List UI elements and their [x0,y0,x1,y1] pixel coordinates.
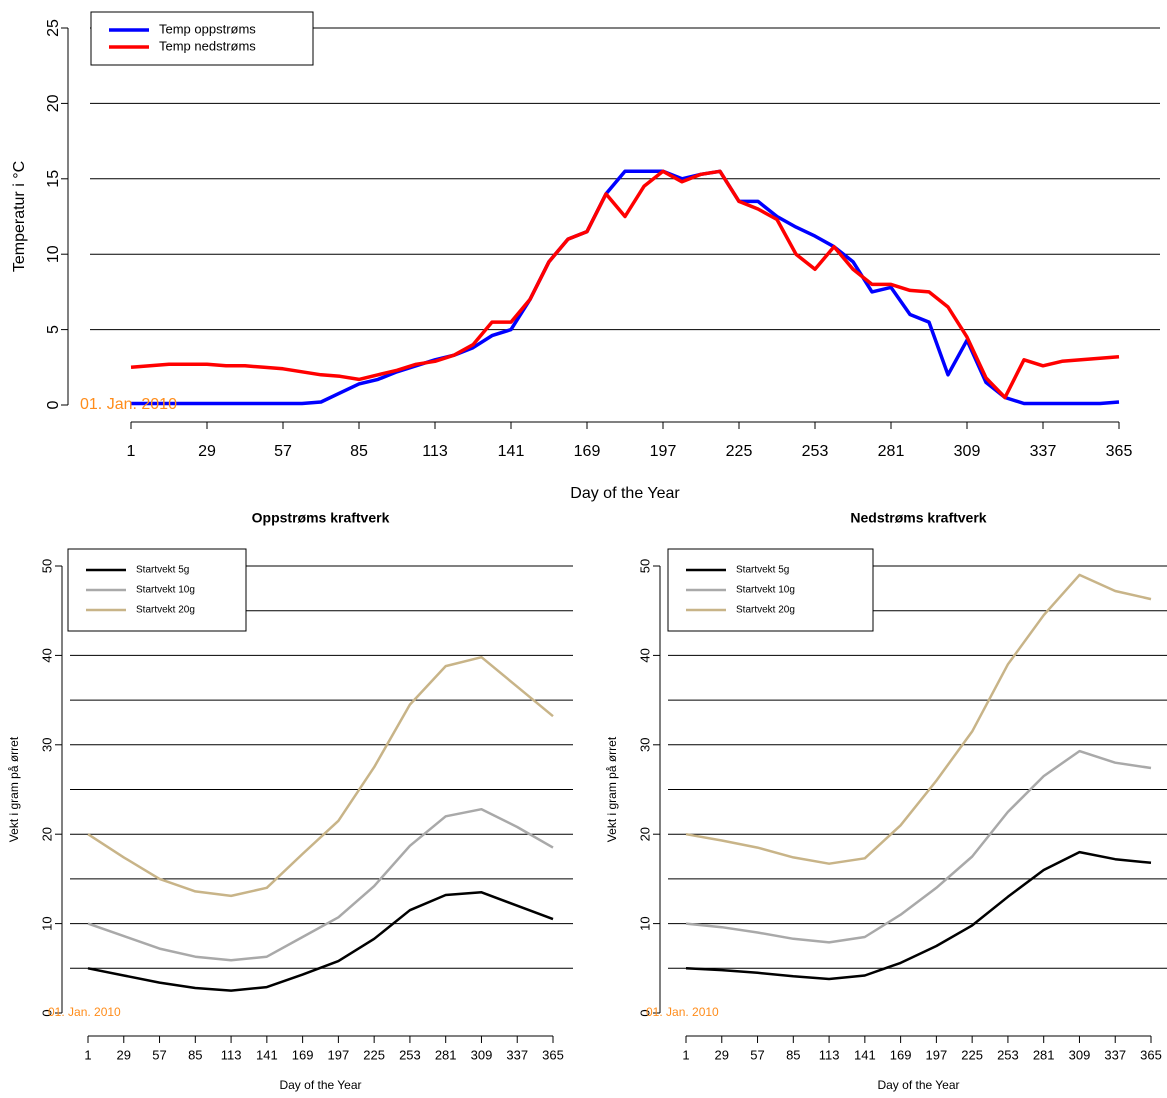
series-line [685,749,1152,944]
y-tick-label: 40 [637,648,652,662]
series-line [87,891,554,992]
x-tick-label: 29 [715,1047,729,1062]
x-tick-label: 57 [152,1047,166,1062]
x-axis-label: Day of the Year [877,1078,959,1092]
legend-label: Temp nedstrøms [159,38,256,53]
legend-label: Startvekt 5g [136,565,189,576]
series-line [130,169,1120,400]
x-tick-label: 281 [1033,1047,1055,1062]
x-tick-label: 85 [350,443,368,460]
y-tick-label: 15 [45,170,62,188]
x-tick-label: 141 [854,1047,876,1062]
x-tick-label: 337 [1030,443,1057,460]
x-tick-label: 1 [127,443,136,460]
y-tick-label: 50 [637,559,652,573]
y-tick-label: 5 [45,325,62,334]
y-tick-label: 40 [39,648,54,662]
x-tick-label: 365 [1140,1047,1162,1062]
x-tick-label: 169 [292,1047,314,1062]
y-tick-label: 30 [637,738,652,752]
annotation: 01. Jan. 2010 [646,1005,719,1019]
x-tick-label: 253 [802,443,829,460]
x-tick-label: 337 [506,1047,528,1062]
y-tick-label: 30 [39,738,54,752]
legend-label: Startvekt 10g [736,585,795,596]
y-tick-label: 20 [45,94,62,112]
x-tick-label: 309 [471,1047,493,1062]
y-tick-label: 10 [45,245,62,263]
series-line [87,807,554,962]
chart: 0 5 10 15 20 25 1 29 57 85 113 141 169 197 225 253 281 30… [11,11,1160,502]
x-tick-label: 113 [221,1047,242,1062]
x-tick-label: 365 [542,1047,564,1062]
y-tick-label: 0 [39,1009,54,1016]
legend-label: Startvekt 20g [136,605,195,616]
series-line [87,655,554,898]
y-axis-label: Temperatur i °C [11,161,28,272]
x-tick-label: 141 [256,1047,278,1062]
x-tick-label: 85 [786,1047,800,1062]
y-tick-label: 0 [45,400,62,409]
legend-label: Startvekt 5g [736,565,789,576]
y-axis-label: Vekt i gram på ørret [605,736,619,842]
x-tick-label: 197 [650,443,677,460]
x-tick-label: 113 [422,443,448,460]
x-tick-label: 253 [399,1047,421,1062]
x-tick-label: 281 [878,443,905,460]
y-tick-label: 20 [39,827,54,841]
series-line [685,850,1152,981]
x-tick-label: 365 [1106,443,1133,460]
x-tick-label: 281 [435,1047,457,1062]
y-axis-label: Vekt i gram på ørret [7,736,21,842]
x-tick-label: 29 [117,1047,131,1062]
chart-title: Oppstrøms kraftverk [252,510,390,526]
y-tick-label: 10 [637,916,652,930]
annotation: 01. Jan. 2010 [48,1005,121,1019]
annotation: 01. Jan. 2010 [80,396,177,413]
y-tick-label: 0 [637,1009,652,1016]
chart-title: Nedstrøms kraftverk [850,510,986,526]
x-tick-label: 309 [1069,1047,1091,1062]
x-tick-label: 253 [997,1047,1019,1062]
series-line [131,169,1120,406]
x-axis-label: Day of the Year [570,485,680,502]
x-tick-label: 141 [498,443,525,460]
x-tick-label: 197 [328,1047,350,1062]
legend-label: Startvekt 20g [736,605,795,616]
legend-label: Startvekt 10g [136,585,195,596]
chart: 0 10 20 30 40 50 1 29 57 85 113 141 169 197 225 253 281 3… [7,510,573,1092]
x-tick-label: 337 [1104,1047,1126,1062]
chart: 0 10 20 30 40 50 1 29 57 85 113 141 169 197 225 253 281 3… [605,510,1167,1092]
x-axis-label: Day of the Year [279,1078,361,1092]
y-tick-label: 20 [637,827,652,841]
x-tick-label: 57 [750,1047,764,1062]
legend-box [90,11,314,66]
x-tick-label: 225 [961,1047,983,1062]
x-tick-label: 1 [682,1047,689,1062]
x-tick-label: 169 [574,443,601,460]
x-tick-label: 29 [198,443,216,460]
x-tick-label: 197 [926,1047,948,1062]
x-tick-label: 309 [954,443,981,460]
y-tick-label: 50 [39,559,54,573]
x-tick-label: 225 [363,1047,385,1062]
x-tick-label: 57 [274,443,292,460]
x-tick-label: 85 [188,1047,202,1062]
x-tick-label: 113 [819,1047,840,1062]
y-tick-label: 10 [39,916,54,930]
x-tick-label: 225 [726,443,753,460]
series-line [685,573,1152,865]
y-tick-label: 25 [45,19,62,37]
x-tick-label: 1 [84,1047,91,1062]
legend-label: Temp oppstrøms [159,21,256,36]
x-tick-label: 169 [890,1047,912,1062]
